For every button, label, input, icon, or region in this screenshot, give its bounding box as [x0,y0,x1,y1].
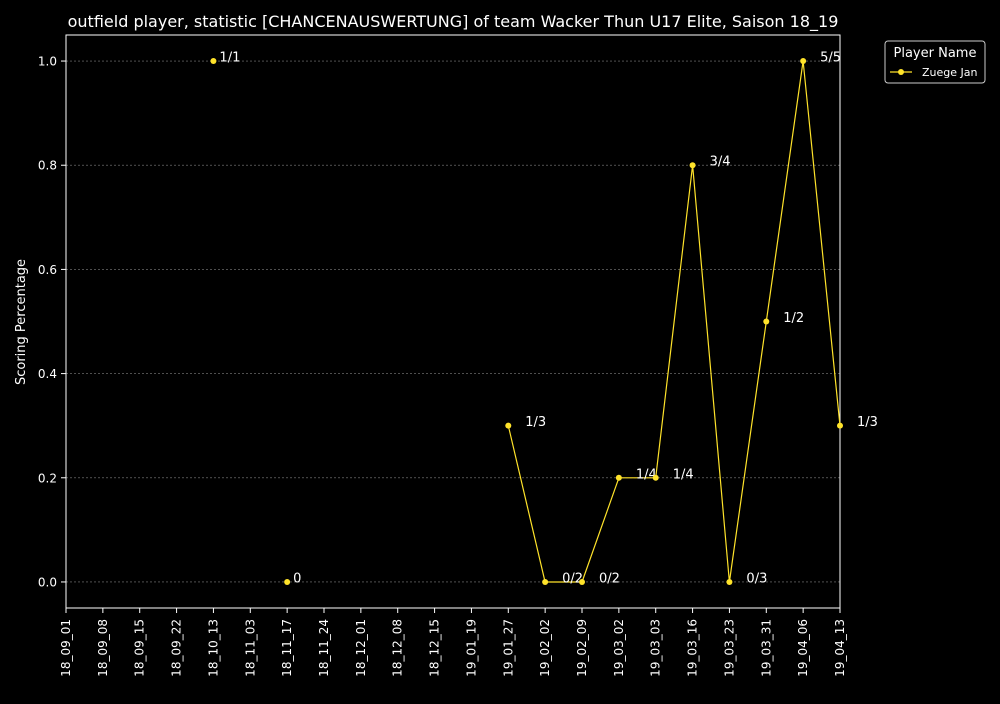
x-tick-label: 19_01_27 [501,619,515,677]
x-tick-label: 19_03_23 [722,619,736,677]
data-label: 0 [293,571,301,586]
x-tick-label: 19_03_16 [686,619,700,677]
y-tick-label: 0.6 [38,263,57,277]
x-tick-label: 19_03_31 [759,619,773,677]
legend-series-marker [898,69,904,75]
x-tick-label: 19_02_02 [538,619,552,677]
data-point [689,162,696,169]
data-point [652,474,659,481]
data-label: 0/2 [562,571,583,586]
x-tick-label: 19_03_02 [612,619,626,677]
data-label: 1/3 [525,415,546,430]
data-label: 0/3 [746,571,767,586]
x-tick-label: 18_12_08 [391,619,405,677]
data-label: 1/3 [857,415,878,430]
x-tick-label: 18_09_22 [170,619,184,677]
y-tick-label: 0.8 [38,159,57,173]
series-line [507,60,841,583]
x-tick-label: 18_09_08 [96,619,110,677]
legend: Player Name Zuege Jan [884,40,986,84]
x-tick-label: 18_11_03 [243,619,257,677]
data-point [615,474,622,481]
data-point [542,578,549,585]
x-tick-label: 18_12_01 [354,619,368,677]
data-point [763,318,770,325]
x-tick-label: 19_03_03 [649,619,663,677]
x-tick-label: 19_02_09 [575,619,589,677]
data-label: 5/5 [820,51,841,66]
data-point [726,578,733,585]
x-tick-label: 18_10_13 [206,619,220,677]
y-tick-label: 0.0 [38,575,57,589]
x-tick-label: 18_12_15 [428,619,442,677]
data-point [800,58,807,65]
x-tick-label: 19_04_13 [833,619,847,677]
data-label: 1/2 [783,311,804,326]
x-tick-label: 19_01_19 [464,619,478,677]
x-tick-label: 18_09_15 [133,619,147,677]
data-point [210,58,217,65]
legend-title: Player Name [894,46,977,61]
x-tick-label: 18_11_24 [317,619,331,677]
x-tick-label: 19_04_06 [796,619,810,677]
x-tick-label: 18_11_17 [280,619,294,677]
data-label: 1/4 [636,467,657,482]
y-tick-label: 0.4 [38,367,57,381]
data-label: 1/4 [673,467,694,482]
plot-frame [65,34,841,609]
chart-title: outfield player, statistic [CHANCENAUSWE… [68,12,839,32]
data-point [837,422,843,429]
series-layer: 1/1 0 1/3 0/2 0/2 1/4 1/4 3/4 0/3 1/2 5/5 1/3 [210,51,878,586]
data-point [505,422,512,429]
data-point [579,578,585,585]
axes-layer: 0.0 0.2 0.4 0.6 0.8 1.0 18_09_01 18_09_08 18_09_… [38,34,847,677]
data-label: 3/4 [710,155,731,170]
data-point [284,578,291,585]
data-label: 0/2 [599,571,620,586]
y-tick-label: 1.0 [38,55,57,69]
data-label: 1/1 [219,51,240,66]
x-tick-label: 18_09_01 [59,619,73,677]
y-tick-label: 0.2 [38,471,57,485]
y-axis-label: Scoring Percentage [14,259,29,385]
legend-series-name: Zuege Jan [922,66,978,79]
